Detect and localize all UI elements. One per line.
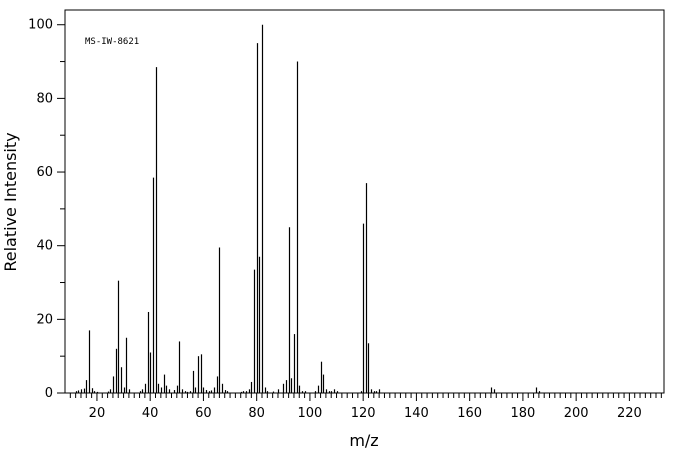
x-tick-label: 60 xyxy=(195,406,212,421)
x-axis-ticks: 20 40 60 80 100 120 140 160 180 200 220 xyxy=(69,393,662,421)
y-tick-label: 20 xyxy=(36,312,53,327)
x-axis-title: m/z xyxy=(349,431,378,450)
x-tick-label: 180 xyxy=(510,406,535,421)
x-tick-label: 140 xyxy=(404,406,429,421)
x-tick-label: 20 xyxy=(89,406,106,421)
x-tick-label: 120 xyxy=(351,406,376,421)
x-tick-label: 200 xyxy=(564,406,589,421)
y-tick-label: 80 xyxy=(36,91,53,106)
y-tick-label: 40 xyxy=(36,239,53,254)
x-tick-label: 160 xyxy=(457,406,482,421)
x-tick-label: 40 xyxy=(142,406,159,421)
y-axis-ticks: 0 20 40 60 80 100 xyxy=(28,18,65,401)
y-tick-label: 60 xyxy=(36,165,53,180)
plot-frame xyxy=(64,9,665,394)
spectrum-peaks xyxy=(75,24,541,393)
x-tick-label: 220 xyxy=(617,406,642,421)
y-axis-title: Relative Intensity xyxy=(1,132,20,271)
y-tick-label: 0 xyxy=(45,386,53,401)
x-tick-label: 80 xyxy=(248,406,265,421)
y-tick-label: 100 xyxy=(28,18,53,33)
x-tick-label: 100 xyxy=(298,406,323,421)
annotation-label: MS-IW-8621 xyxy=(85,37,139,47)
